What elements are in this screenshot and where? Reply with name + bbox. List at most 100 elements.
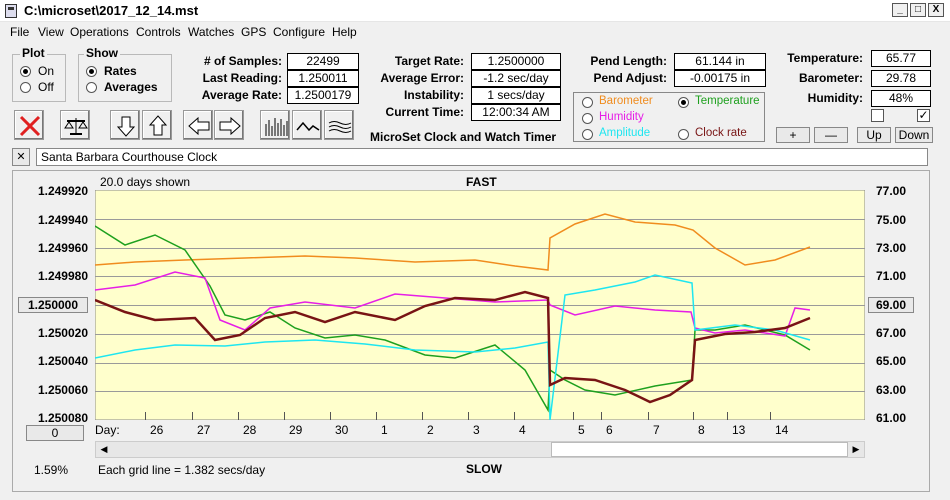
day-tick-label: 7 bbox=[653, 423, 660, 437]
humidity-option-label: Humidity bbox=[599, 111, 644, 123]
scroll-left-icon[interactable]: ◀ bbox=[96, 442, 112, 457]
app-caption: MicroSet Clock and Watch Timer bbox=[370, 130, 557, 144]
plus-button[interactable]: + bbox=[776, 127, 810, 143]
days-shown-label: 20.0 days shown bbox=[100, 175, 191, 189]
temperature-label: Temperature: bbox=[787, 51, 863, 65]
day-axis-label: Day: bbox=[95, 423, 120, 437]
day-tick-label: 29 bbox=[289, 423, 303, 437]
arrow-right-button[interactable] bbox=[214, 110, 244, 140]
smooth-graph-button[interactable] bbox=[324, 110, 354, 140]
menu-gps[interactable]: GPS bbox=[241, 25, 267, 39]
left-tick-label: 1.250040 bbox=[37, 354, 88, 368]
balance-button[interactable] bbox=[60, 110, 90, 140]
target-rate-label: Target Rate: bbox=[394, 54, 464, 68]
right-tick-label: 71.00 bbox=[875, 269, 906, 283]
day-tick-label: 8 bbox=[698, 423, 705, 437]
humidity-value: 48% bbox=[871, 90, 931, 107]
left-tick-label: 1.249980 bbox=[37, 269, 88, 283]
humidity-radio[interactable] bbox=[582, 113, 593, 124]
menu-watches[interactable]: Watches bbox=[188, 25, 235, 39]
bar-graph-button[interactable] bbox=[260, 110, 290, 140]
samples-label: # of Samples: bbox=[203, 54, 282, 68]
title-bar: C:\microset\2017_12_14.mst _ □ X bbox=[0, 0, 950, 22]
left-tick-label: 1.249960 bbox=[37, 241, 88, 255]
bar-graph-icon bbox=[265, 118, 288, 136]
scale-icon bbox=[64, 118, 88, 135]
arrow-left-button[interactable] bbox=[183, 110, 213, 140]
left-tick-label: 1.250060 bbox=[37, 383, 88, 397]
zero-button[interactable]: 0 bbox=[26, 425, 84, 441]
clear-button[interactable] bbox=[14, 110, 44, 140]
right-arrow-icon bbox=[219, 116, 241, 136]
menu-bar: File View Operations Controls Watches GP… bbox=[0, 23, 950, 41]
menu-file[interactable]: File bbox=[10, 25, 30, 39]
pend-length-label: Pend Length: bbox=[590, 54, 667, 68]
clock-rate-trace bbox=[95, 290, 811, 404]
amplitude-radio[interactable] bbox=[582, 129, 593, 140]
line-graph-button[interactable] bbox=[292, 110, 322, 140]
humidity-checkbox[interactable] bbox=[871, 109, 884, 122]
checked-checkbox[interactable]: ✓ bbox=[917, 108, 930, 122]
samples-value: 22499 bbox=[287, 53, 359, 70]
clear-name-button[interactable]: ✕ bbox=[12, 148, 30, 166]
average-rate-label: Average Rate: bbox=[201, 88, 282, 102]
scroll-thumb[interactable] bbox=[551, 442, 848, 457]
barometer-value: 29.78 bbox=[871, 70, 931, 87]
barometer-radio[interactable] bbox=[582, 97, 593, 108]
down-button[interactable]: Down bbox=[895, 127, 933, 143]
show-rates-radio[interactable] bbox=[86, 66, 97, 77]
day-tick-label: 2 bbox=[427, 423, 434, 437]
maximize-button[interactable]: □ bbox=[910, 3, 926, 17]
plot-group-label: Plot bbox=[20, 46, 47, 60]
arrow-down-button[interactable] bbox=[110, 110, 140, 140]
center-rate-button[interactable]: 1.250000 bbox=[18, 297, 88, 313]
plot-group bbox=[12, 54, 66, 102]
plot-on-radio[interactable] bbox=[20, 66, 31, 77]
amplitude-option-label: Amplitude bbox=[599, 127, 651, 139]
show-group-label: Show bbox=[84, 46, 120, 60]
window-title: C:\microset\2017_12_14.mst bbox=[24, 3, 199, 18]
center-temp-button[interactable]: 69.00 bbox=[868, 297, 914, 313]
current-time-value: 12:00:34 AM bbox=[471, 104, 561, 121]
humidity-label: Humidity: bbox=[807, 91, 863, 105]
temperature-radio[interactable] bbox=[678, 97, 689, 108]
up-arrow-icon bbox=[148, 115, 168, 136]
plot-on-label: On bbox=[38, 64, 55, 78]
barometer-option-label: Barometer bbox=[599, 95, 653, 107]
time-scrollbar[interactable]: ◀ ▶ bbox=[95, 441, 865, 458]
close-button[interactable]: X bbox=[928, 3, 944, 17]
menu-operations[interactable]: Operations bbox=[70, 25, 129, 39]
menu-controls[interactable]: Controls bbox=[136, 25, 181, 39]
right-tick-label: 61.00 bbox=[875, 411, 906, 425]
scroll-right-icon[interactable]: ▶ bbox=[848, 442, 864, 457]
up-button[interactable]: Up bbox=[857, 127, 891, 143]
minimize-button[interactable]: _ bbox=[892, 3, 908, 17]
menu-view[interactable]: View bbox=[38, 25, 64, 39]
menu-configure[interactable]: Configure bbox=[273, 25, 326, 39]
last-reading-label: Last Reading: bbox=[202, 71, 282, 85]
barometer-trace bbox=[95, 213, 811, 271]
day-tick-label: 3 bbox=[473, 423, 480, 437]
average-error-label: Average Error: bbox=[380, 71, 464, 85]
app-icon[interactable] bbox=[5, 4, 17, 18]
minus-button[interactable]: — bbox=[814, 127, 848, 143]
clock-name-input[interactable]: Santa Barbara Courthouse Clock bbox=[36, 148, 928, 166]
clock-rate-radio[interactable] bbox=[678, 129, 689, 140]
slow-label: SLOW bbox=[466, 462, 502, 476]
day-tick-label: 26 bbox=[150, 423, 164, 437]
right-tick-label: 63.00 bbox=[875, 383, 906, 397]
fast-label: FAST bbox=[466, 175, 497, 189]
percent-label: 1.59% bbox=[34, 463, 69, 477]
show-averages-radio[interactable] bbox=[86, 82, 97, 93]
day-tick-label: 5 bbox=[578, 423, 585, 437]
humidity-trace bbox=[95, 271, 811, 337]
arrow-up-button[interactable] bbox=[142, 110, 172, 140]
plot-off-radio[interactable] bbox=[20, 82, 31, 93]
down-arrow-icon bbox=[116, 116, 136, 137]
day-tick-label: 1 bbox=[381, 423, 388, 437]
menu-help[interactable]: Help bbox=[332, 25, 357, 39]
target-rate-value: 1.2500000 bbox=[471, 53, 561, 70]
average-error-value: -1.2 sec/day bbox=[471, 70, 561, 87]
instability-label: Instability: bbox=[403, 88, 464, 102]
right-tick-label: 65.00 bbox=[875, 354, 906, 368]
